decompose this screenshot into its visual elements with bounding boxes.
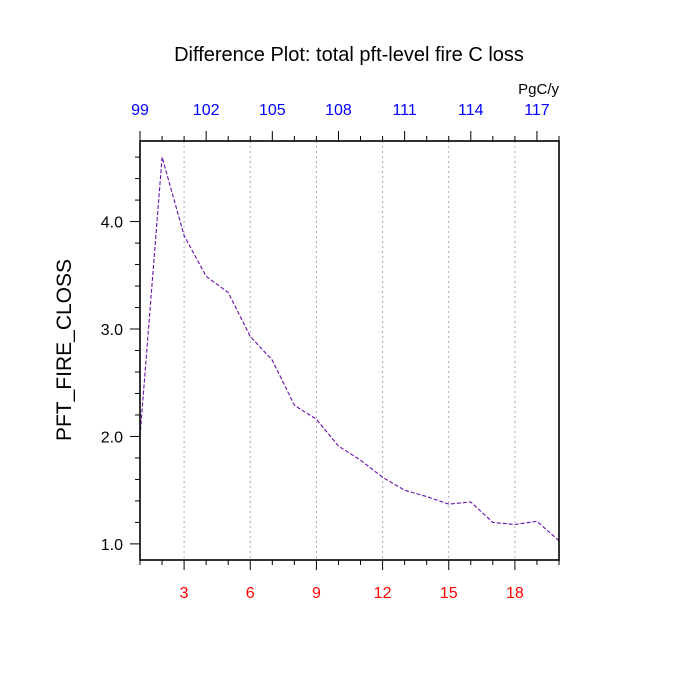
top-tick-label: 105: [259, 102, 286, 119]
plot-frame: [139, 140, 560, 561]
y-tick-label: 3.0: [101, 322, 123, 339]
x-tick-label: 3: [180, 585, 189, 602]
series-lines: [139, 156, 560, 542]
top-tick-label: 108: [325, 102, 352, 119]
top-tick-label: 117: [524, 102, 550, 119]
y-tick-label: 2.0: [101, 429, 123, 446]
top-tick-label: 114: [458, 102, 484, 119]
y-tick-label: 4.0: [101, 215, 123, 232]
x-tick-label: 12: [374, 585, 392, 602]
axis-ticks: [130, 131, 560, 570]
top-tick-label: 99: [131, 102, 149, 119]
x-tick-label: 15: [440, 585, 458, 602]
top-tick-label: 102: [193, 102, 220, 119]
x-tick-label: 18: [506, 585, 524, 602]
units-label: PgC/y: [518, 81, 559, 98]
series-line-0: [139, 156, 560, 542]
tick-labels: 3 6 9 12 15 18 99 102 105 108 111 114 117 1.0 2.0 3.0 4.…: [101, 102, 550, 602]
x-tick-label: 9: [312, 585, 321, 602]
grid-lines: [183, 141, 516, 560]
y-axis-label: PFT_FIRE_CLOSS: [53, 259, 76, 441]
top-tick-label: 111: [392, 102, 416, 119]
chart-title: Difference Plot: total pft-level fire C …: [174, 44, 524, 66]
y-tick-label: 1.0: [101, 537, 123, 554]
x-tick-label: 6: [246, 585, 255, 602]
